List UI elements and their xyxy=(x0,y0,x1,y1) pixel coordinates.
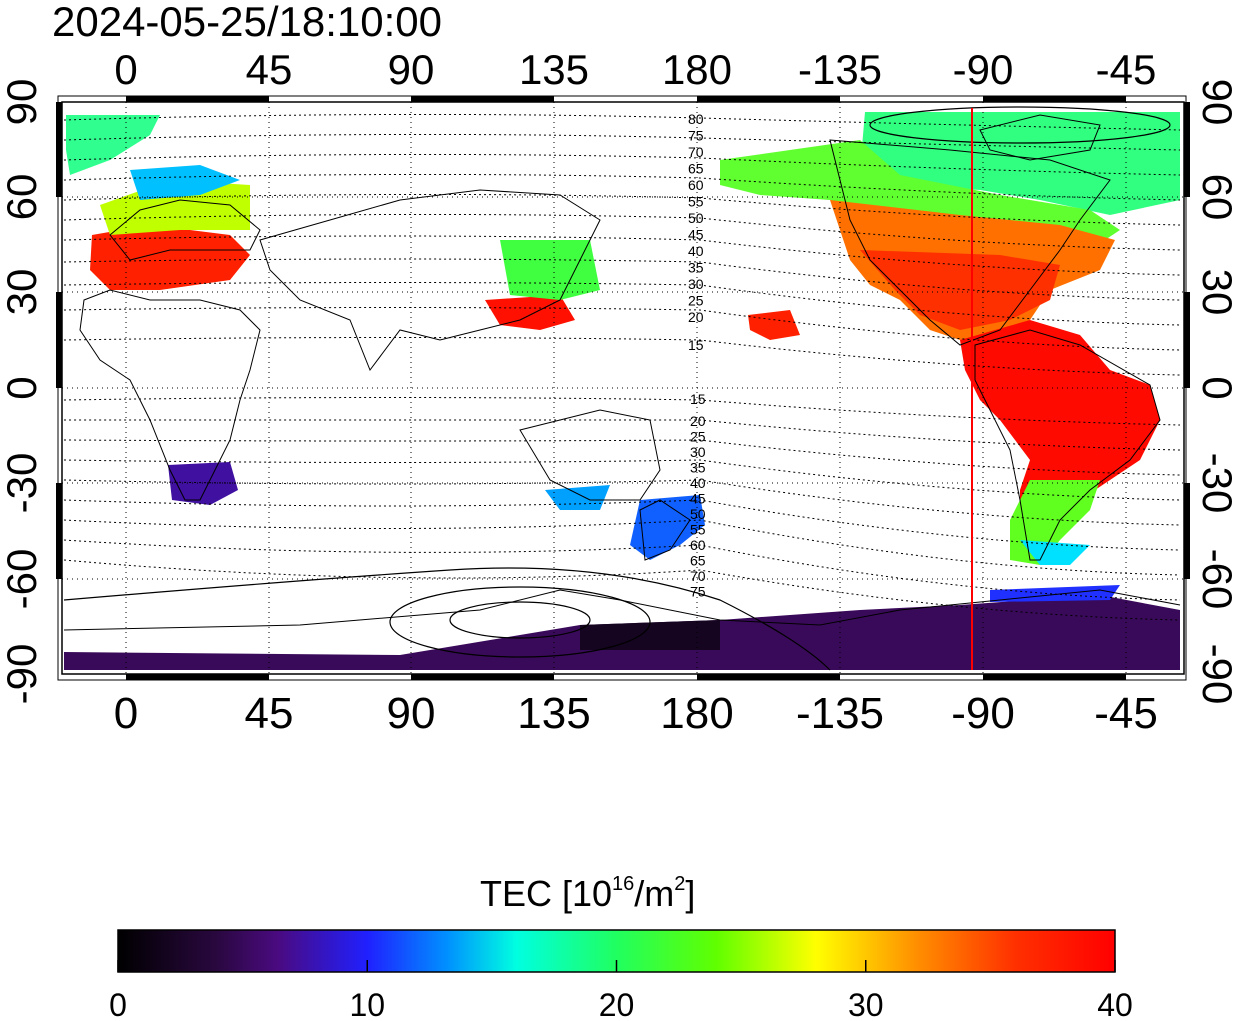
tec-region-europe xyxy=(90,225,250,290)
frame-tick-bars xyxy=(56,96,1190,680)
maglat-south-45: 45 xyxy=(690,491,706,507)
colorbar-tick-20: 20 xyxy=(599,987,635,1021)
colorbar-tick-30: 30 xyxy=(848,987,884,1021)
maglat-north-40: 40 xyxy=(688,243,704,259)
maglat-south-50: 50 xyxy=(690,506,706,522)
lon-tick-top-4: 180 xyxy=(662,46,732,93)
lon-tick-bottom-7: -45 xyxy=(1094,689,1158,738)
lon-tick-top-3: 135 xyxy=(519,46,589,93)
lat-tick-right-6: -90 xyxy=(1194,644,1235,705)
lon-tick-labels-bottom: 0 45 90 135 180 -135 -90 -45 xyxy=(114,689,1158,738)
maglat-south-75: 75 xyxy=(690,584,706,600)
lon-tick-top-1: 45 xyxy=(246,46,293,93)
lon-tick-top-0: 0 xyxy=(114,46,137,93)
lon-tick-bottom-6: -90 xyxy=(951,689,1015,738)
timestamp: 2024-05-25/18:10:00 xyxy=(52,0,442,45)
maglat-north-35: 35 xyxy=(688,260,704,276)
lon-tick-bottom-1: 45 xyxy=(245,689,294,738)
lon-tick-top-5: -135 xyxy=(798,46,882,93)
lon-tick-top-2: 90 xyxy=(388,46,435,93)
lon-tick-bottom-0: 0 xyxy=(114,689,138,738)
tec-region-south-america xyxy=(960,320,1160,540)
maglat-north-50: 50 xyxy=(688,210,704,226)
tec-region-arctic xyxy=(860,112,1180,215)
lat-tick-left-3: 0 xyxy=(0,376,45,399)
maglat-north-45: 45 xyxy=(688,227,704,243)
lat-tick-right-4: -30 xyxy=(1194,453,1235,514)
lon-tick-bottom-2: 90 xyxy=(387,689,436,738)
colorbar-tick-40: 40 xyxy=(1097,987,1133,1021)
maglat-south-40: 40 xyxy=(690,475,706,491)
maglat-north-15: 15 xyxy=(688,337,704,353)
maglat-south-25: 25 xyxy=(690,429,706,445)
lat-tick-left-4: -30 xyxy=(0,453,45,514)
colorbar-ticks: 0 10 20 30 40 xyxy=(109,960,1133,1021)
maglat-north-80: 80 xyxy=(688,111,704,127)
colorbar-title: TEC [1016/m2] xyxy=(480,873,695,914)
colorbar-tick-10: 10 xyxy=(349,987,385,1021)
colorbar-tick-0: 0 xyxy=(109,987,127,1021)
maglat-south-70: 70 xyxy=(690,568,706,584)
coastlines xyxy=(63,114,1181,631)
maglat-south-65: 65 xyxy=(690,553,706,569)
tec-region-new-zealand xyxy=(630,495,705,560)
maglat-north-65: 65 xyxy=(688,161,704,177)
maglat-south-30: 30 xyxy=(690,444,706,460)
lat-tick-right-1: 60 xyxy=(1194,174,1235,221)
lon-tick-bottom-5: -135 xyxy=(796,689,884,738)
lat-tick-left-0: 90 xyxy=(0,79,45,126)
lat-tick-right-5: -60 xyxy=(1194,549,1235,610)
maglat-north-55: 55 xyxy=(688,194,704,210)
maglat-north-25: 25 xyxy=(688,293,704,309)
maglat-south-20: 20 xyxy=(690,413,706,429)
magnetic-pole-contours xyxy=(63,106,1171,671)
lat-lon-grid xyxy=(62,102,1184,674)
maglat-south-55: 55 xyxy=(690,522,706,538)
lat-tick-left-6: -90 xyxy=(0,644,45,705)
lat-tick-right-2: 30 xyxy=(1194,269,1235,316)
lon-tick-bottom-3: 135 xyxy=(517,689,590,738)
maglat-south-15: 15 xyxy=(690,391,706,407)
lat-tick-right-3: 0 xyxy=(1194,376,1235,399)
magnetic-latitude-contours xyxy=(63,113,1181,621)
lat-tick-left-1: 60 xyxy=(0,174,45,221)
maglat-north-30: 30 xyxy=(688,276,704,292)
lat-tick-labels-left: 90 60 30 0 -30 -60 -90 xyxy=(0,79,45,705)
colorbar: TEC [1016/m2] 0 10 20 30 40 xyxy=(109,873,1133,1021)
maglat-north-20: 20 xyxy=(688,309,704,325)
maglat-north-75: 75 xyxy=(688,128,704,144)
lat-tick-left-5: -60 xyxy=(0,549,45,610)
lat-tick-left-2: 30 xyxy=(0,269,45,316)
lat-tick-labels-right: 90 60 30 0 -30 -60 -90 xyxy=(1194,79,1235,705)
lon-tick-top-7: -45 xyxy=(1096,46,1157,93)
lon-tick-labels-top: 0 45 90 135 180 -135 -90 -45 xyxy=(114,46,1156,93)
lon-tick-bottom-4: 180 xyxy=(660,689,733,738)
maglat-south-60: 60 xyxy=(690,537,706,553)
maglat-south-35: 35 xyxy=(690,460,706,476)
maglat-north-70: 70 xyxy=(688,144,704,160)
maglat-north-60: 60 xyxy=(688,177,704,193)
map-area xyxy=(62,102,1184,674)
lat-tick-right-0: 90 xyxy=(1194,79,1235,126)
lon-tick-top-6: -90 xyxy=(953,46,1014,93)
